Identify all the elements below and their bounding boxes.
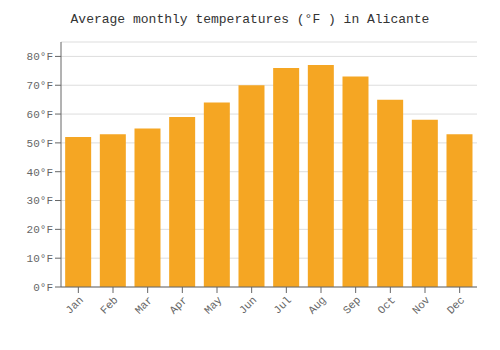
svg-text:80°F: 80°F — [27, 51, 53, 63]
svg-text:Nov: Nov — [410, 294, 433, 317]
svg-text:Jan: Jan — [63, 294, 85, 316]
svg-text:60°F: 60°F — [27, 109, 53, 121]
svg-text:20°F: 20°F — [27, 224, 53, 236]
svg-text:Mar: Mar — [133, 294, 155, 316]
html-text:Average monthly temperatures (: Average monthly temperatures (°F ) in Al… — [70, 12, 430, 27]
svg-text:30°F: 30°F — [27, 195, 53, 207]
svg-text:Sep: Sep — [341, 294, 363, 316]
svg-text:0°F: 0°F — [33, 282, 53, 294]
svg-text:Aug: Aug — [306, 294, 328, 316]
svg-text:50°F: 50°F — [27, 138, 53, 150]
svg-text:Oct: Oct — [375, 294, 397, 316]
svg-text:May: May — [202, 294, 225, 317]
svg-text:10°F: 10°F — [27, 253, 53, 265]
svg-text:Dec: Dec — [445, 294, 467, 316]
svg-text:Apr: Apr — [167, 294, 189, 316]
svg-text:Jul: Jul — [271, 294, 293, 316]
svg-text:Feb: Feb — [98, 294, 120, 316]
svg-text:70°F: 70°F — [27, 80, 53, 92]
svg-text:Jun: Jun — [237, 294, 259, 316]
svg-text:40°F: 40°F — [27, 167, 53, 179]
